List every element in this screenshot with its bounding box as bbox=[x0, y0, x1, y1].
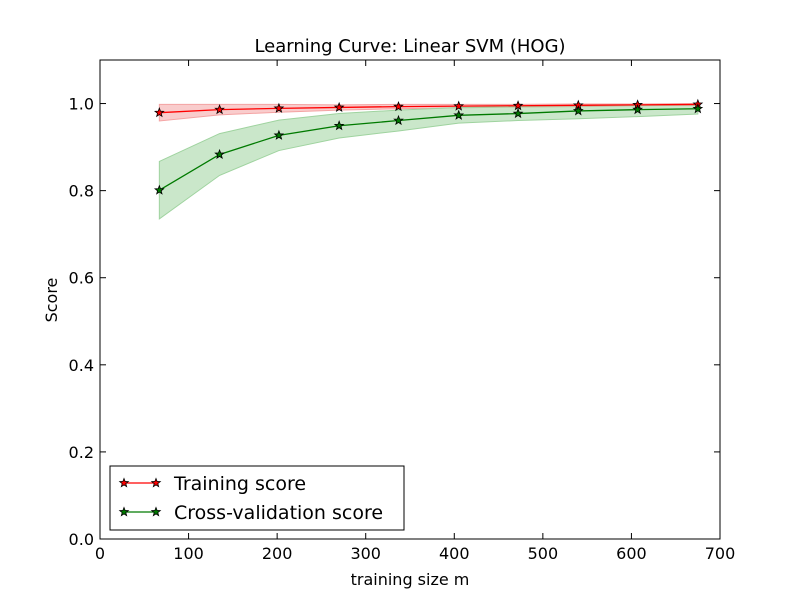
series-0-point-3 bbox=[333, 101, 345, 113]
legend-marker bbox=[150, 506, 162, 517]
x-tick-label: 700 bbox=[705, 544, 736, 563]
y-tick-label: 0.2 bbox=[69, 443, 94, 462]
y-tick-label: 0.8 bbox=[69, 182, 94, 201]
series-0-point-1 bbox=[214, 104, 225, 115]
y-tick-label: 0.0 bbox=[69, 530, 94, 549]
series-0-line bbox=[159, 103, 698, 114]
y-tick-label: 0.6 bbox=[69, 269, 94, 288]
chart-title: Learning Curve: Linear SVM (HOG) bbox=[254, 36, 565, 57]
legend-label-0: Training score bbox=[173, 473, 306, 495]
series-1-point-7 bbox=[572, 105, 584, 116]
series-0-point-0 bbox=[153, 107, 165, 118]
legend-marker bbox=[118, 506, 130, 517]
legend-marker bbox=[118, 477, 130, 488]
y-tick-label: 1.0 bbox=[69, 95, 94, 114]
series-1-point-1 bbox=[214, 148, 225, 160]
series-1-line bbox=[159, 108, 698, 191]
x-tick-label: 0 bbox=[95, 544, 105, 563]
series-0-point-4 bbox=[393, 100, 404, 112]
x-tick-label: 300 bbox=[350, 544, 381, 563]
series-1-point-3 bbox=[333, 120, 345, 131]
x-tick-label: 600 bbox=[616, 544, 647, 563]
series-1-band bbox=[158, 103, 699, 220]
series-0-point-6 bbox=[512, 100, 524, 111]
legend-label-1: Cross-validation score bbox=[174, 502, 383, 524]
x-tick-label: 200 bbox=[262, 544, 293, 563]
series-1-point-5 bbox=[453, 109, 465, 120]
legend: Training score Cross-validation score bbox=[109, 465, 405, 531]
series-0-point-5 bbox=[453, 100, 465, 111]
y-axis-label: Score bbox=[42, 278, 61, 323]
plot-frame bbox=[99, 59, 721, 540]
plot-layer: 0 100 200 300 400 500 600 700 0.0 0.2 0.4 0.6 0.8 1.0 bbox=[69, 59, 736, 563]
x-tick-label: 400 bbox=[439, 544, 470, 563]
x-tick-label: 500 bbox=[528, 544, 559, 563]
series-1-point-4 bbox=[393, 114, 404, 126]
series-1-point-0 bbox=[153, 184, 165, 195]
series-1-point-6 bbox=[512, 107, 524, 119]
legend-marker bbox=[150, 477, 162, 488]
y-tick-label: 0.4 bbox=[69, 356, 94, 375]
x-tick-label: 100 bbox=[173, 544, 204, 563]
legend-box bbox=[109, 465, 405, 531]
series-1-point-2 bbox=[273, 129, 285, 140]
series-0-point-2 bbox=[273, 102, 285, 113]
series-1-point-9 bbox=[692, 103, 704, 114]
x-axis-label: training size m bbox=[351, 570, 470, 589]
series-1-point-8 bbox=[632, 104, 643, 115]
